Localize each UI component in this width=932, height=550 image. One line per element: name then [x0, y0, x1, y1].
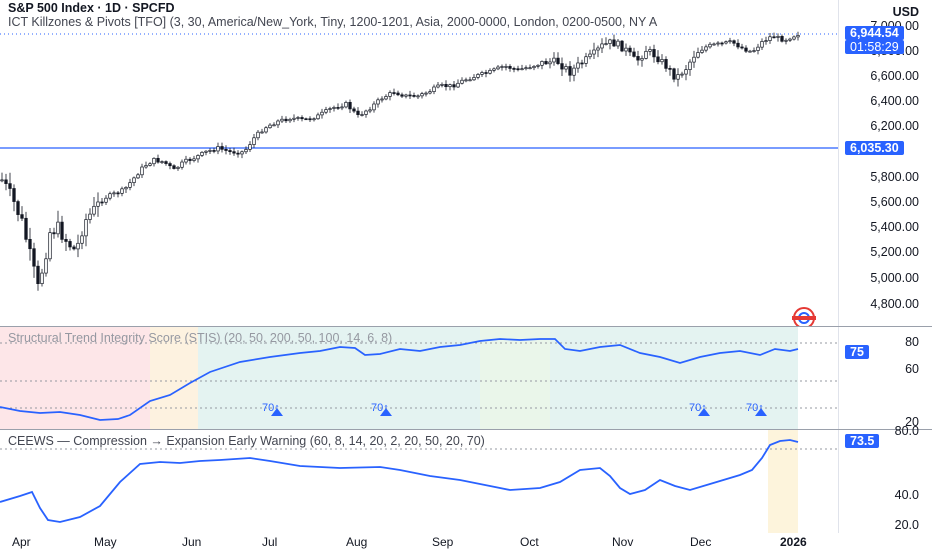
zone-green: [480, 327, 550, 429]
last-price-tag: 6,944.54: [845, 26, 904, 40]
hline-price-tag: 6,035.30: [845, 141, 904, 155]
ceews-legend[interactable]: CEEWS — Compression → Expansion Early Wa…: [8, 434, 485, 448]
price-tick: 5,600.00: [870, 195, 919, 209]
time-label: Aug: [346, 535, 368, 549]
stis-axis[interactable]: 80 60 20: [838, 327, 932, 429]
stis-value-tag: 75: [845, 345, 869, 359]
ceews-chart[interactable]: [0, 430, 838, 533]
chart-title[interactable]: S&P 500 Index · 1D · SPCFD: [8, 1, 175, 15]
price-chart-pane[interactable]: S&P 500 Index · 1D · SPCFD ICT Killzones…: [0, 0, 838, 326]
price-tick: 6,400.00: [870, 94, 919, 108]
time-label: May: [94, 535, 117, 549]
bar-countdown: 01:58:29: [845, 40, 904, 54]
tv-logo-icon: [792, 307, 816, 326]
ceews-axis[interactable]: 80.0 40.0 20.0: [838, 424, 932, 533]
pane-separator[interactable]: [0, 326, 932, 327]
signal-label: 70↑: [746, 402, 764, 414]
stis-pane[interactable]: Structural Trend Integrity Score (STIS) …: [0, 327, 838, 429]
up-triangle-icon: [755, 408, 767, 416]
price-tick: 6,200.00: [870, 119, 919, 133]
ceews-tick: 20.0: [894, 518, 919, 532]
pane-separator[interactable]: [0, 429, 932, 430]
stis-line: [0, 338, 799, 421]
time-label: Nov: [612, 535, 634, 549]
price-axis[interactable]: USD 7,000.00 6,800.00 6,600.00 6,400.00 …: [838, 0, 932, 326]
stis-tick: 20: [905, 415, 919, 429]
ceews-tick: 40.0: [894, 488, 919, 502]
price-tick: 5,400.00: [870, 220, 919, 234]
time-label: Sep: [432, 535, 454, 549]
candles: [0, 31, 800, 291]
time-label: Apr: [12, 535, 31, 549]
signal-label: 70↑: [371, 402, 389, 414]
price-chart[interactable]: [0, 0, 838, 326]
signal-label: 70↑: [262, 402, 280, 414]
stis-chart[interactable]: [0, 327, 838, 429]
time-label: Jun: [182, 535, 202, 549]
signal-label: 70↑: [689, 402, 707, 414]
time-label: Jul: [262, 535, 278, 549]
ceews-pane[interactable]: CEEWS — Compression → Expansion Early Wa…: [0, 430, 838, 533]
signal-marker: [271, 408, 767, 416]
stis-tick: 60: [905, 362, 919, 376]
time-label: Dec: [690, 535, 712, 549]
indicator-legend-killzones[interactable]: ICT Killzones & Pivots [TFO] (3, 30, Ame…: [8, 15, 658, 29]
zone-orange: [150, 327, 198, 429]
time-label: 2026: [780, 535, 807, 549]
warning-zone: [768, 430, 798, 533]
up-triangle-icon: [380, 408, 392, 416]
currency-label[interactable]: USD: [892, 5, 919, 19]
ceews-value-tag: 73.5: [845, 434, 880, 448]
price-tick: 6,600.00: [870, 69, 919, 83]
up-triangle-icon: [698, 408, 710, 416]
price-tick: 4,800.00: [870, 297, 919, 311]
stis-tick: 80: [905, 335, 919, 349]
stis-legend[interactable]: Structural Trend Integrity Score (STIS) …: [8, 331, 393, 345]
ceews-line: [0, 439, 799, 523]
price-tick: 5,200.00: [870, 245, 919, 259]
up-triangle-icon: [271, 408, 283, 416]
price-tick: 5,000.00: [870, 271, 919, 285]
ceews-tick: 80.0: [894, 424, 919, 438]
price-tick: 5,800.00: [870, 170, 919, 184]
time-label: Oct: [520, 535, 539, 549]
